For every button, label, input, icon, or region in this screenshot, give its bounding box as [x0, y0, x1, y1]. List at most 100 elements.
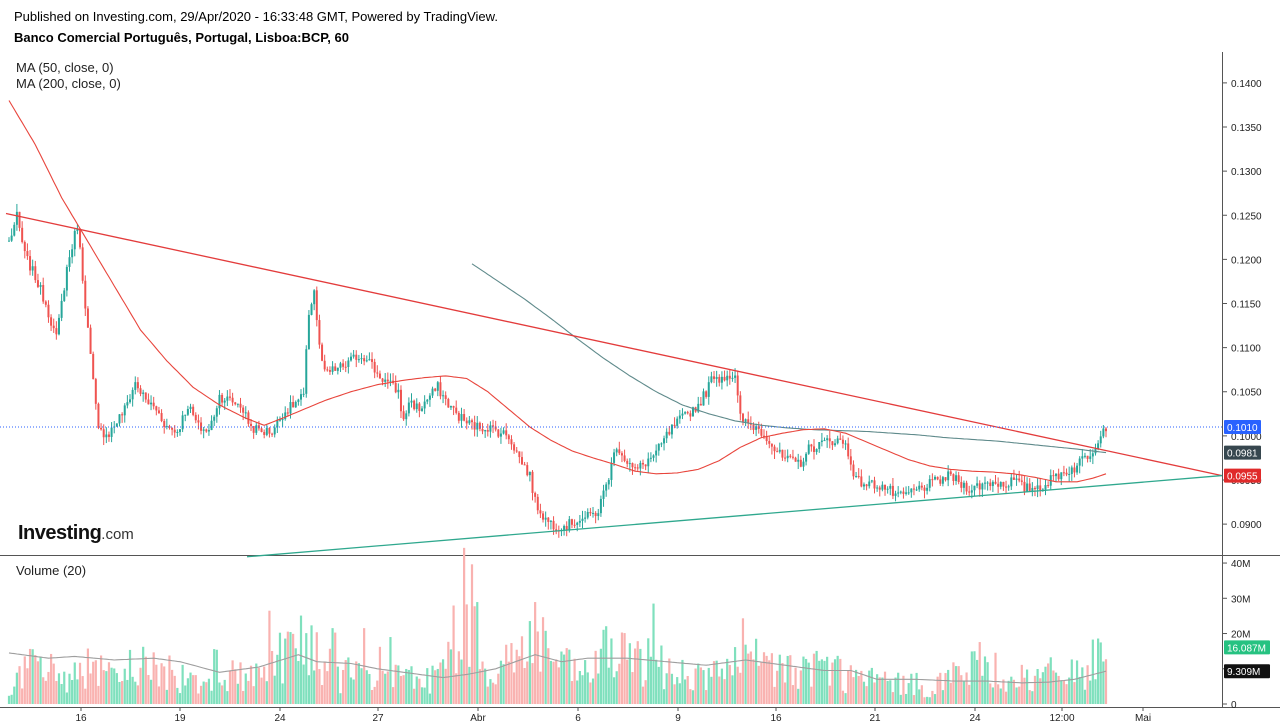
volume-tick-label: 0: [1231, 700, 1237, 711]
volume-bar: [881, 677, 884, 704]
volume-bar: [828, 685, 831, 704]
candle-body: [862, 484, 865, 487]
candle-body: [605, 484, 608, 491]
candle-body: [865, 484, 868, 487]
time-tick-label: 24: [274, 713, 286, 724]
candle-body: [442, 395, 445, 397]
candle-body: [29, 256, 32, 271]
candle-body: [384, 379, 387, 382]
volume-bar: [368, 674, 371, 704]
volume-legend[interactable]: Volume (20): [16, 563, 87, 578]
candle-body: [397, 389, 400, 393]
candle-body: [60, 300, 63, 318]
candle-body: [678, 415, 681, 419]
volume-bar: [84, 688, 87, 704]
candle-body: [528, 471, 531, 476]
candle-body: [428, 395, 431, 400]
volume-bar: [326, 671, 329, 704]
volume-bar: [1033, 675, 1037, 704]
candle-body: [405, 413, 408, 420]
candle-body: [386, 379, 389, 382]
candle-body: [923, 487, 926, 491]
candle-body: [376, 372, 379, 374]
volume-bar: [391, 687, 395, 704]
volume-bar: [715, 660, 718, 704]
volume-badge-label: 16.087M: [1227, 643, 1266, 654]
volume-bar: [783, 682, 787, 704]
candle-body: [163, 421, 166, 428]
candle-body: [1060, 472, 1063, 480]
volume-bar: [791, 685, 795, 704]
candle-body: [223, 400, 226, 403]
candle-body: [126, 402, 129, 406]
candle-body: [460, 414, 463, 421]
volume-bar: [870, 667, 873, 704]
volume-bar: [444, 668, 447, 704]
candle-body: [205, 429, 208, 432]
volume-bar: [52, 663, 55, 704]
candle-body: [1076, 465, 1079, 473]
ma200-legend[interactable]: MA (200, close, 0): [16, 76, 121, 91]
candle-body: [357, 359, 360, 361]
candle-body: [449, 406, 452, 408]
price-badge-label: 0.0981: [1227, 449, 1258, 460]
candle-body: [673, 424, 676, 426]
candle-body: [436, 382, 439, 391]
volume-bar: [341, 669, 345, 704]
candle-body: [89, 327, 92, 354]
candle-body: [1007, 486, 1010, 488]
volume-bar: [313, 670, 316, 704]
volume-bar: [63, 671, 66, 704]
volume-bar: [228, 670, 232, 704]
candle-body: [134, 382, 137, 390]
volume-bar: [1078, 676, 1081, 704]
candle-body: [136, 382, 139, 389]
candle-body: [578, 520, 581, 523]
volume-bar: [399, 675, 403, 704]
candle-body: [178, 429, 181, 432]
candle-body: [402, 411, 405, 420]
volume-bar: [1004, 691, 1008, 704]
candle-body: [39, 285, 42, 287]
ma50-legend[interactable]: MA (50, close, 0): [16, 60, 114, 75]
candle-body: [731, 377, 734, 379]
candle-body: [334, 366, 337, 371]
candle-body: [686, 412, 689, 414]
candle-body: [784, 457, 787, 459]
volume-bar: [239, 662, 242, 704]
candle-body: [815, 449, 818, 452]
candle-body: [378, 373, 381, 379]
volume-ma-line: [8, 652, 1107, 684]
volume-bar: [470, 564, 474, 704]
candle-body: [1099, 436, 1102, 444]
volume-badge: [1224, 664, 1270, 679]
volume-bar: [381, 670, 384, 704]
volume-bar: [1097, 638, 1100, 704]
volume-bar: [1002, 679, 1005, 704]
candle-body: [547, 517, 550, 522]
candle-body: [173, 429, 176, 433]
volume-bar: [265, 681, 268, 704]
volume-bar: [268, 610, 271, 704]
volume-bar: [478, 669, 481, 704]
volume-bar: [565, 648, 568, 704]
volume-bar: [507, 661, 510, 704]
volume-bar: [236, 683, 239, 704]
candle-body: [602, 490, 605, 499]
volume-bar: [336, 666, 339, 704]
candle-body: [192, 406, 195, 415]
volume-bar: [512, 672, 516, 704]
volume-bar: [489, 679, 492, 704]
volume-bar: [1052, 670, 1055, 704]
candle-body: [791, 456, 794, 458]
volume-bar: [631, 672, 634, 704]
candle-body: [365, 360, 368, 362]
instrument-title: Banco Comercial Português, Portugal, Lis…: [14, 30, 349, 45]
candle-body: [610, 462, 613, 480]
candle-body: [739, 395, 742, 414]
volume-bar: [160, 663, 163, 704]
volume-bar: [555, 659, 558, 704]
volume-bar: [21, 688, 24, 704]
candle-body: [607, 479, 610, 485]
